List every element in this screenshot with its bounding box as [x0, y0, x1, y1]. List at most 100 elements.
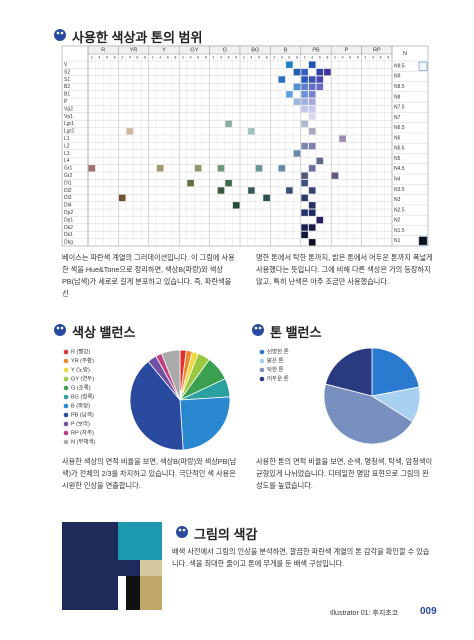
palette-icon — [54, 324, 66, 336]
tone-label: Vp2 — [64, 106, 73, 112]
neutral-label: N4 — [394, 177, 401, 183]
legend-swatch — [63, 385, 69, 391]
tone-label: L3 — [64, 151, 70, 157]
color-cell — [187, 179, 194, 187]
color-cell — [118, 194, 126, 202]
palette-icon — [54, 29, 66, 41]
step-label: 8 — [144, 55, 146, 59]
legend-label: G (초록) — [71, 384, 91, 391]
tone-label: Dk2 — [64, 225, 73, 231]
color-cell — [194, 165, 202, 172]
color-cell — [308, 202, 316, 209]
color-cell — [308, 142, 316, 150]
step-label: 4 — [190, 55, 192, 59]
section-title: 그림의 색감 — [194, 527, 258, 542]
color-cell — [308, 83, 316, 91]
legend-label: 선명한 톤 — [267, 347, 289, 355]
color-cell — [316, 68, 324, 76]
color-cell — [278, 165, 286, 172]
color-cell — [301, 98, 308, 105]
hue-label: G — [223, 47, 227, 53]
color-cell — [308, 98, 316, 105]
step-label: 2 — [273, 55, 275, 59]
step-label: 2 — [91, 55, 93, 59]
tone-label: Dkg — [64, 240, 73, 246]
legend-swatch — [259, 358, 265, 364]
legend-swatch — [63, 367, 69, 373]
tone-label: V — [64, 62, 68, 68]
legend-swatch — [259, 367, 265, 373]
color-cell — [126, 128, 134, 135]
legend-swatch — [63, 358, 69, 364]
color-cell — [301, 68, 308, 76]
page-number: 009 — [420, 606, 437, 617]
step-label: 2 — [334, 55, 336, 59]
tone-label: Dl1 — [64, 180, 72, 186]
section-title: 톤 밸런스 — [270, 325, 322, 340]
neutral-label: N1.5 — [394, 228, 405, 234]
color-cell — [301, 209, 308, 216]
footer-book: Illustrator 01: 후지초코 — [330, 610, 399, 617]
step-label: 6 — [136, 55, 138, 59]
tone-label: Dl4 — [64, 203, 72, 209]
step-label: 8 — [357, 55, 359, 59]
color-cell — [248, 187, 255, 194]
color-cell — [308, 209, 316, 216]
neutral-label: N1 — [394, 238, 401, 244]
color-cell — [308, 61, 316, 68]
color-cell — [286, 61, 293, 68]
color-cell — [301, 172, 308, 179]
tone-label: S1 — [64, 77, 70, 83]
color-cell — [308, 224, 316, 231]
legend-label: YR (주황) — [71, 356, 94, 364]
step-label: 4 — [311, 55, 313, 59]
color-cell — [248, 128, 255, 135]
step-label: 6 — [106, 55, 108, 59]
neutral-label: N3.5 — [394, 187, 405, 193]
color-cell — [217, 165, 225, 172]
color-cell — [278, 76, 286, 83]
color-cell — [308, 76, 316, 83]
color-cell — [293, 98, 301, 105]
legend-swatch — [63, 376, 69, 382]
neutral-label: N3 — [394, 197, 401, 203]
color-cell — [301, 194, 308, 202]
legend-swatch — [63, 439, 69, 445]
neutral-label: N6 — [394, 135, 401, 141]
color-cell — [293, 83, 301, 91]
color-cell — [331, 172, 339, 179]
color-swatch — [62, 522, 162, 610]
legend-label: P (보라) — [71, 419, 90, 427]
color-cell — [308, 105, 316, 113]
color-cell — [301, 231, 308, 239]
neutral-label: N5.5 — [394, 146, 405, 152]
step-label: 2 — [182, 55, 184, 59]
tone-label: L1 — [64, 136, 70, 142]
tone-label: L4 — [64, 158, 70, 164]
color-cell — [301, 83, 308, 91]
paragraph: 배색 사전에서 그림의 인상을 분석하면, 깔끔한 파란색 계열의 톤 감각을 … — [172, 547, 430, 568]
legend-swatch — [63, 403, 69, 409]
color-cell — [255, 165, 263, 172]
neutral-label: N7 — [394, 115, 401, 121]
section-title: 색상 밸런스 — [72, 325, 136, 340]
step-label: 4 — [250, 55, 252, 59]
color-cell — [308, 187, 316, 194]
color-cell — [263, 194, 270, 202]
legend-label: 밝은 톤 — [267, 356, 284, 364]
step-label: 8 — [296, 55, 298, 59]
pie-slice — [161, 349, 181, 401]
color-cell — [308, 113, 316, 120]
step-label: 6 — [258, 55, 260, 59]
hue-label: Y — [162, 47, 166, 53]
legend-label: RP (자주) — [71, 428, 94, 436]
step-label: 6 — [319, 55, 321, 59]
legend-label: PB (남색) — [71, 410, 94, 418]
color-cell — [308, 128, 316, 135]
tone-label: L2 — [64, 143, 70, 149]
pie-slice — [325, 347, 373, 397]
neutral-label: N8 — [394, 94, 401, 100]
color-cell — [308, 91, 316, 98]
section-title: 사용한 색상과 톤의 범위 — [72, 30, 203, 45]
